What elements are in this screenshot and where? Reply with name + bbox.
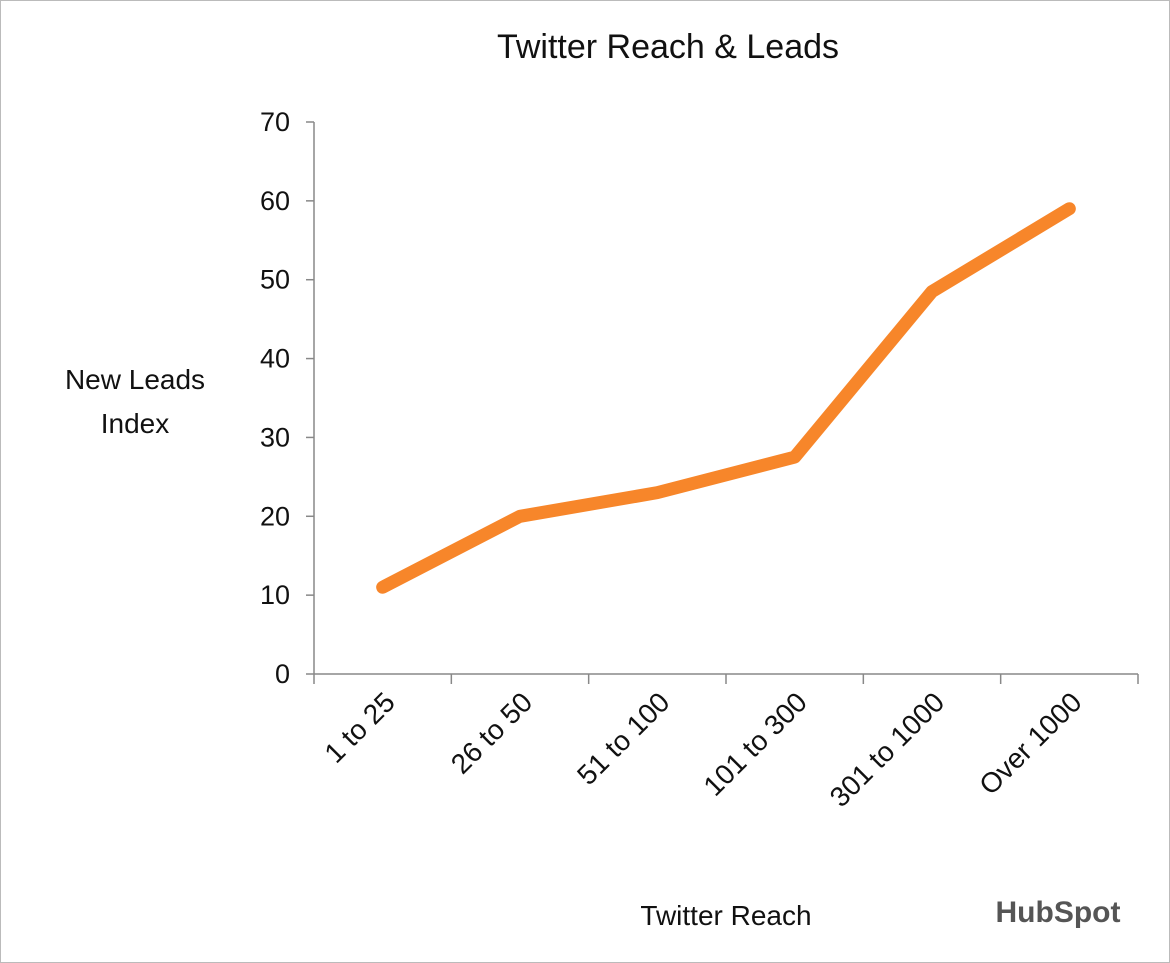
y-tick-label: 10 [260, 580, 290, 610]
data-line [376, 202, 1076, 594]
y-axis-label: New Leads Index [64, 364, 206, 439]
logo: HubSpot [996, 896, 1121, 929]
y-tick-label: 60 [260, 186, 290, 216]
y-tick-label: 0 [275, 659, 290, 689]
x-axis-label: Twitter Reach [640, 900, 811, 931]
y-tick-label: 20 [260, 501, 290, 531]
y-tick-label: 70 [260, 107, 290, 137]
y-tick-label: 50 [260, 265, 290, 295]
chart-title: Twitter Reach & Leads [497, 28, 839, 66]
y-tick-label: 30 [260, 422, 290, 452]
y-tick-label: 40 [260, 344, 290, 374]
